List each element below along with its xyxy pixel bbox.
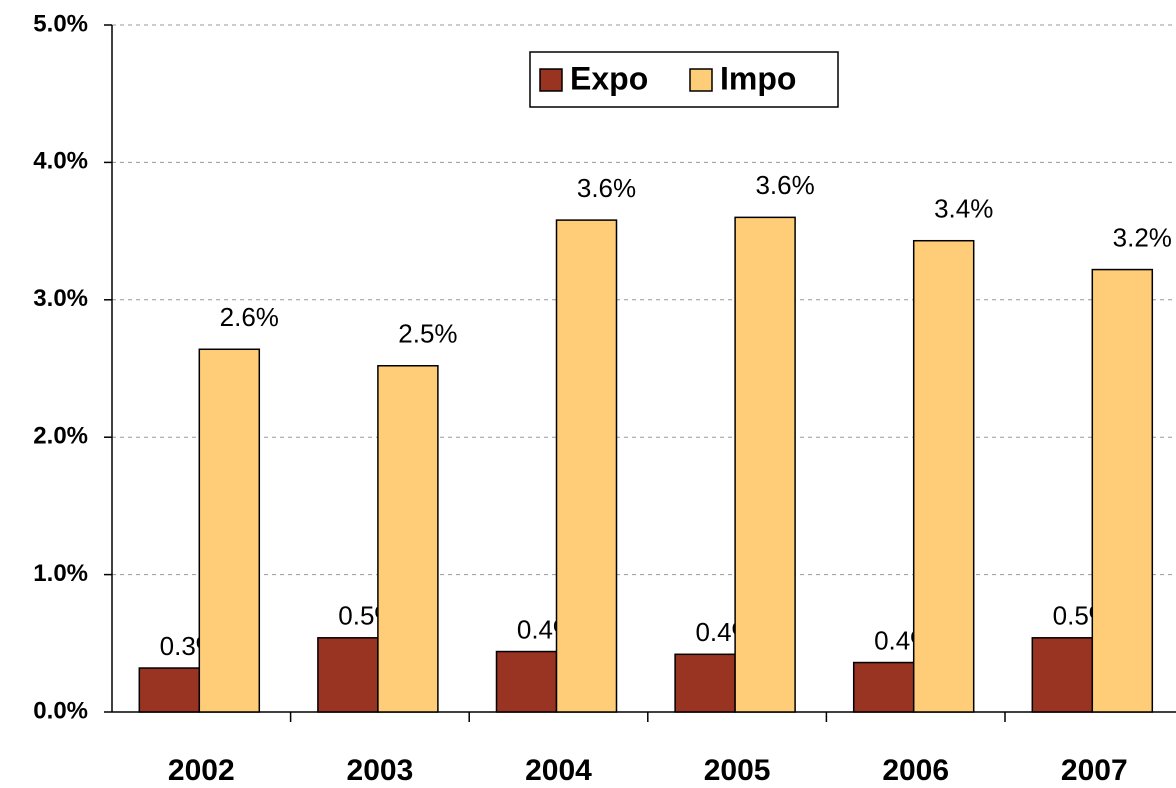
x-tick-label: 2007 <box>1061 754 1128 787</box>
y-tick-label: 0.0% <box>33 697 88 724</box>
x-tick-label: 2004 <box>525 754 592 787</box>
y-tick-label: 5.0% <box>33 10 88 37</box>
value-label: 2.5% <box>398 319 457 349</box>
value-label: 3.6% <box>755 170 814 200</box>
value-label: 3.2% <box>1113 222 1172 252</box>
y-tick-label: 1.0% <box>33 560 88 587</box>
y-tick-label: 2.0% <box>33 423 88 450</box>
value-label: 3.6% <box>577 173 636 203</box>
value-label: 3.4% <box>934 194 993 224</box>
bar <box>377 365 439 713</box>
x-tick-label: 2003 <box>347 754 414 787</box>
bar <box>555 219 618 713</box>
x-tick-label: 2006 <box>882 754 949 787</box>
legend-label: Impo <box>720 60 796 96</box>
bar <box>198 348 261 713</box>
value-label: 2.6% <box>220 302 279 332</box>
legend-label: Expo <box>570 60 648 96</box>
bar <box>852 661 915 713</box>
bar <box>1031 637 1094 713</box>
y-tick-label: 3.0% <box>33 285 88 312</box>
y-tick-label: 4.0% <box>33 148 88 175</box>
x-tick-label: 2002 <box>168 754 235 787</box>
bar <box>674 653 736 713</box>
x-tick-label: 2005 <box>704 754 771 787</box>
legend-box <box>529 51 839 108</box>
bar <box>1091 268 1154 713</box>
legend-swatch <box>689 68 713 92</box>
bar <box>495 650 558 713</box>
bar <box>734 216 796 713</box>
legend-swatch <box>539 68 563 92</box>
bar <box>138 667 201 713</box>
bar <box>317 637 379 713</box>
bar <box>912 239 975 713</box>
